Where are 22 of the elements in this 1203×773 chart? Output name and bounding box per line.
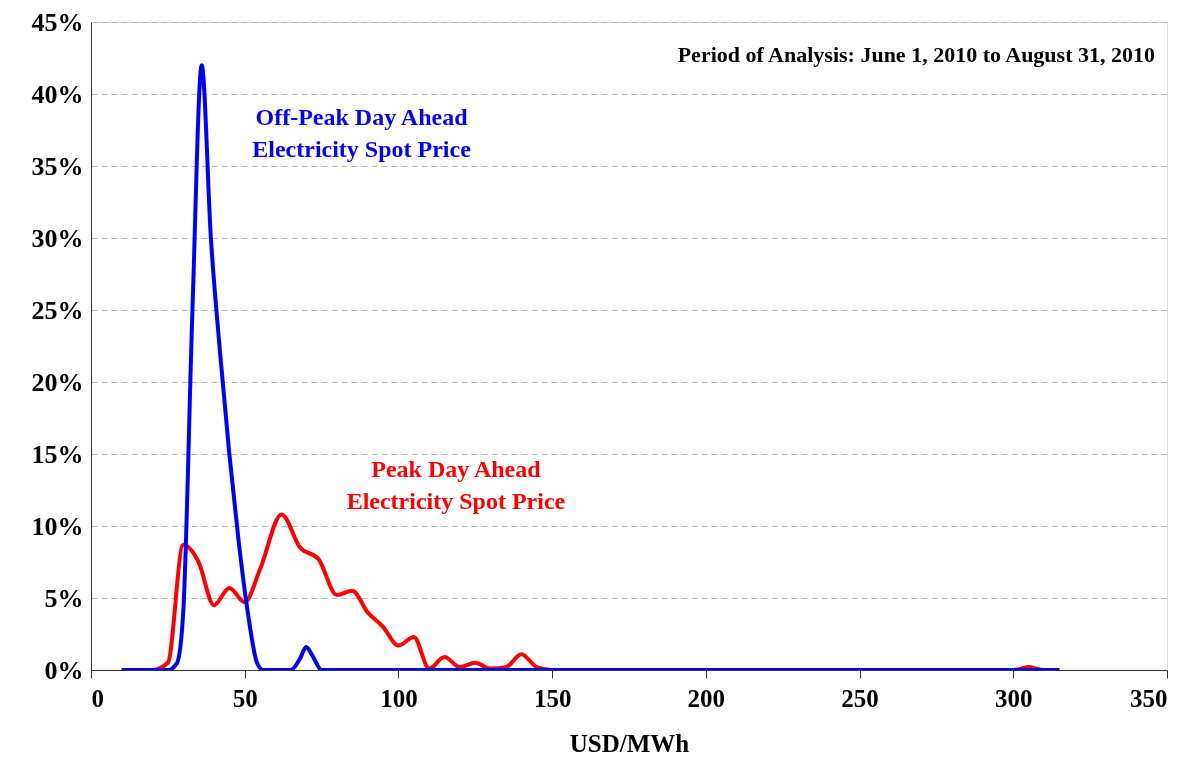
y-tick-label: 25% (31, 295, 84, 325)
x-tick-label: 50 (232, 684, 258, 712)
x-tick-label: 250 (841, 684, 879, 712)
text: Peak Day Ahead Electricity Spot Price (346, 455, 566, 514)
series-label: Off-Peak Day Ahead Electricity Spot Price (252, 104, 472, 163)
x-axis-title: USD/MWh (569, 729, 690, 757)
y-tick-label: 45% (31, 7, 84, 37)
x-tick-label: 0 (91, 684, 104, 712)
x-tick-label: 100 (380, 684, 418, 712)
x-tick-label: 300 (995, 684, 1033, 712)
y-tick-label: 30% (31, 223, 84, 253)
x-tick-label: 200 (687, 684, 726, 712)
y-tick-label: 20% (31, 367, 84, 397)
y-tick-label: 0% (44, 655, 84, 685)
y-tick-label: 40% (31, 79, 84, 109)
y-tick-label: 5% (44, 583, 84, 613)
x-tick-label: 350 (1130, 684, 1168, 712)
y-tick-label: 35% (31, 151, 84, 181)
y-tick-label: 10% (31, 511, 84, 541)
y-tick-label: 15% (31, 439, 84, 469)
annotation: Period of Analysis: June 1, 2010 to August 31, 2010 (677, 42, 1155, 67)
x-tick-label: 150 (533, 684, 572, 712)
